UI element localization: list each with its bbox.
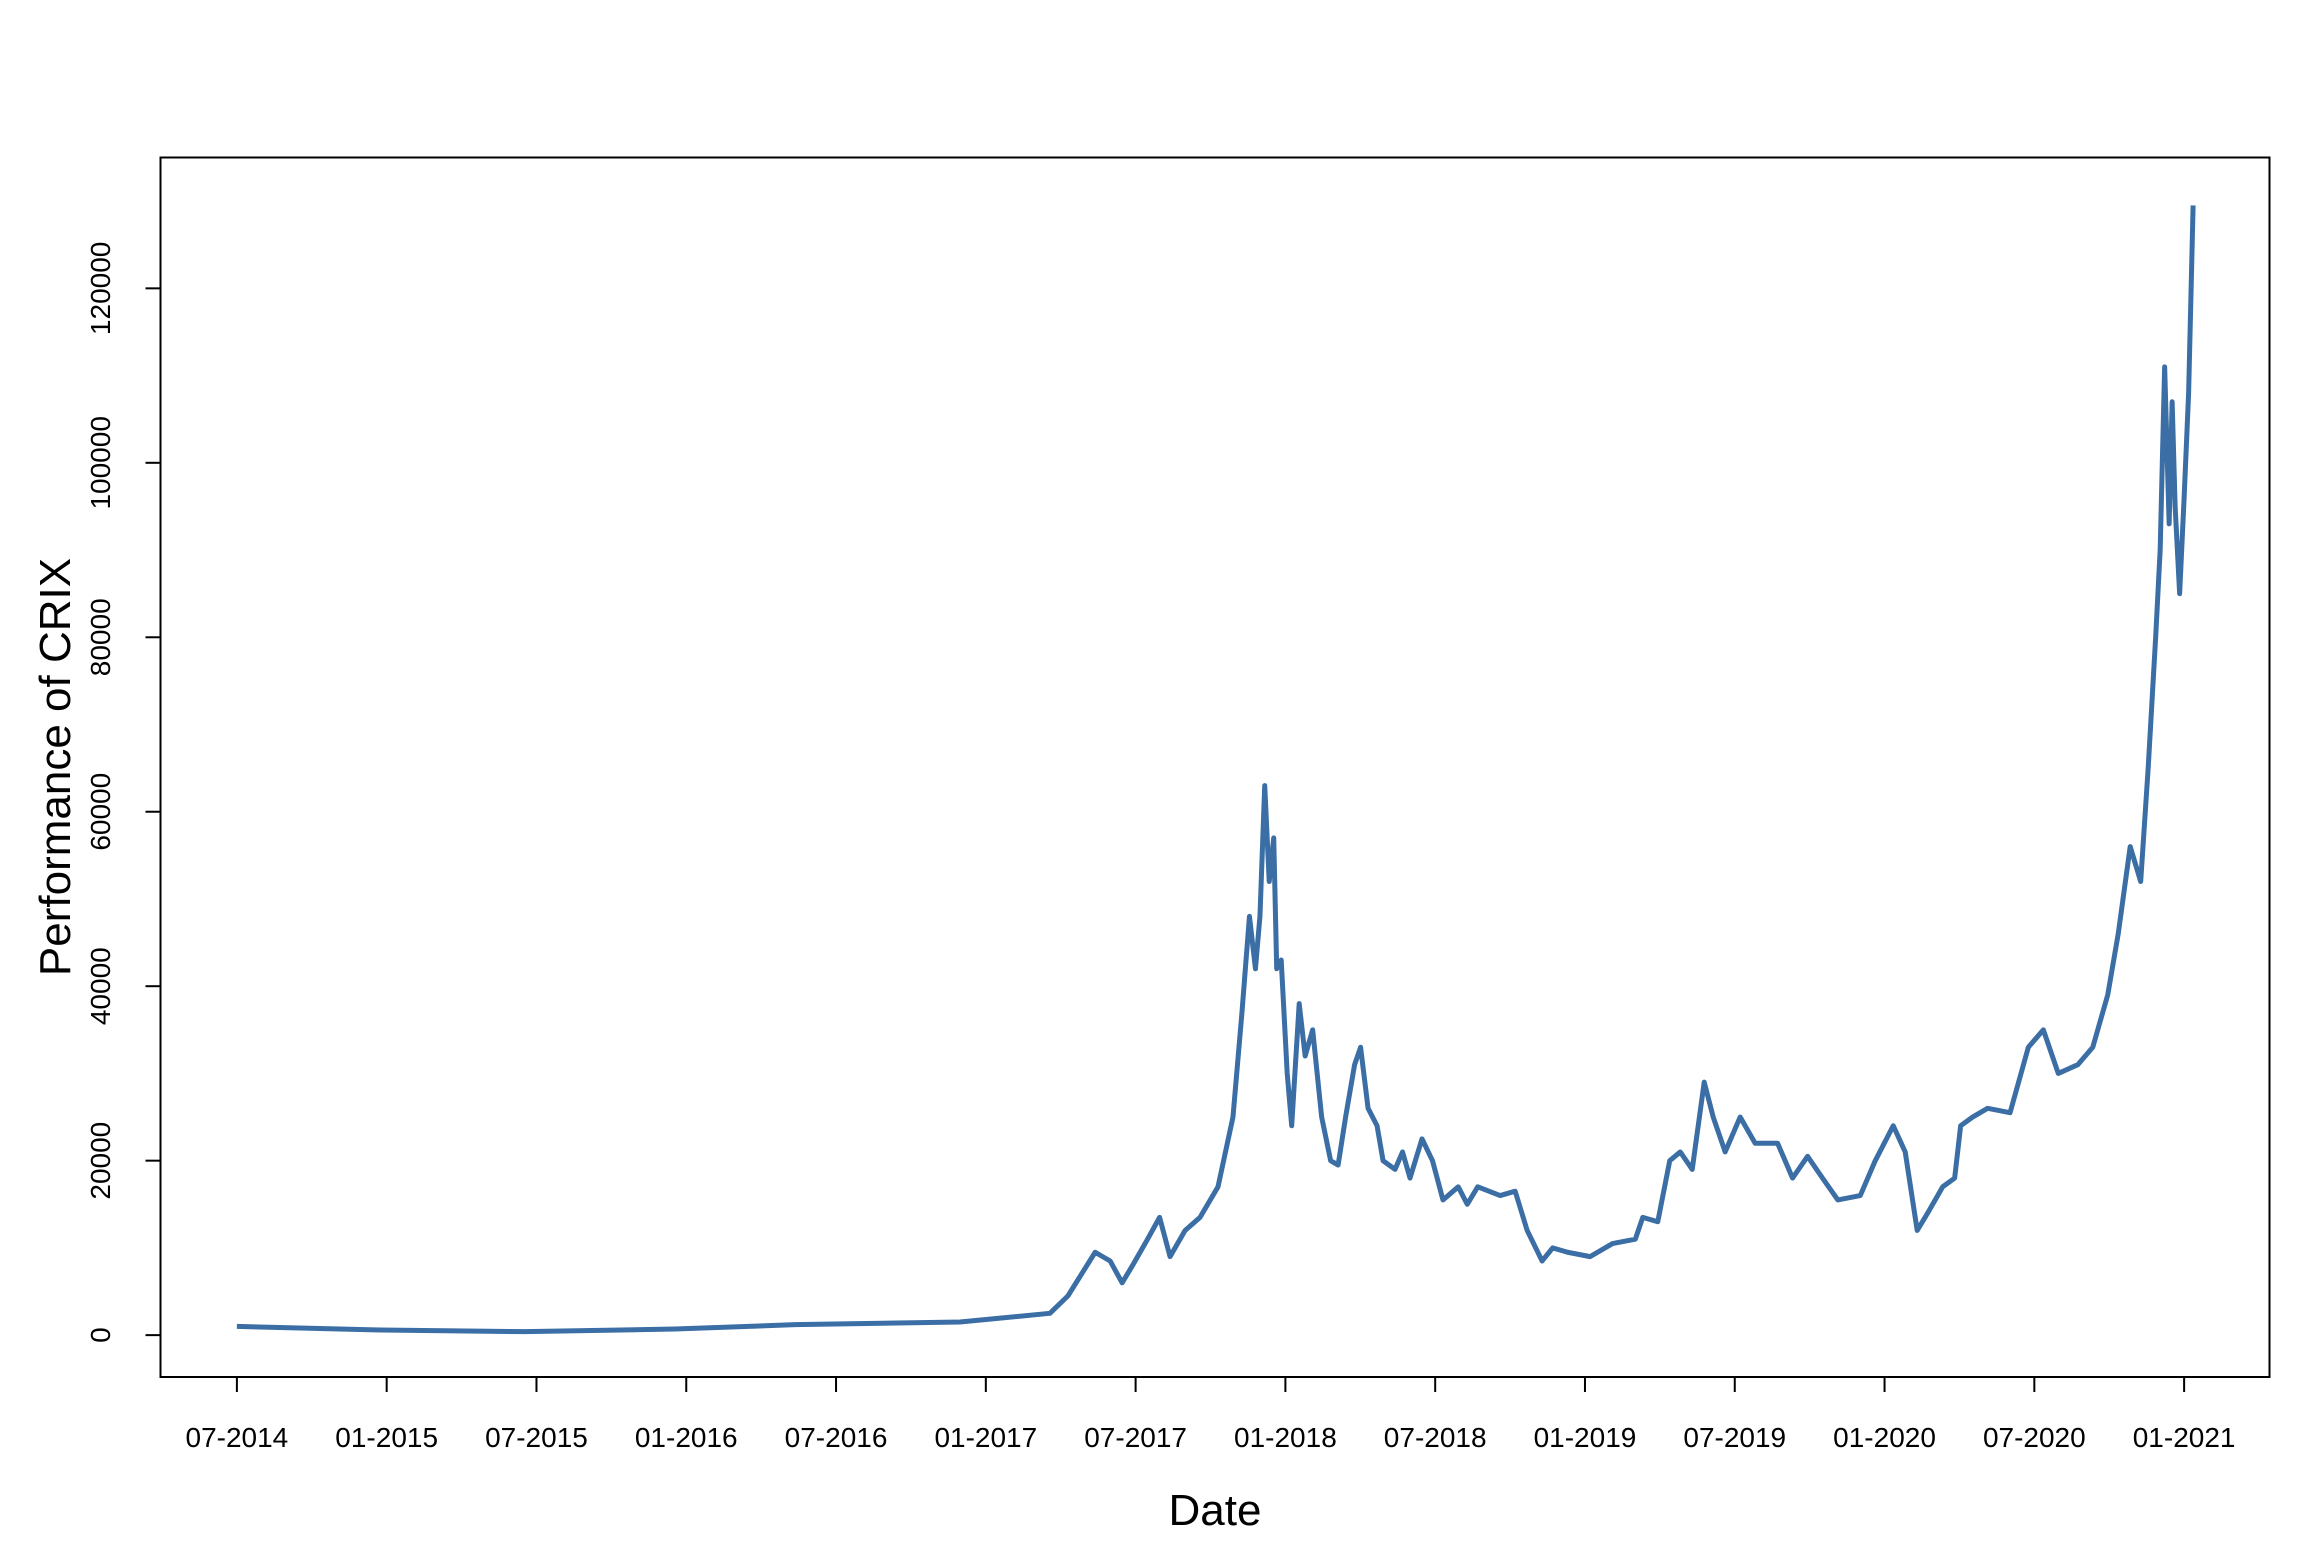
x-tick-label: 01-2017 xyxy=(934,1422,1037,1453)
x-tick-label: 07-2020 xyxy=(1983,1422,2086,1453)
x-tick-label: 07-2016 xyxy=(785,1422,888,1453)
x-tick-label: 07-2018 xyxy=(1384,1422,1487,1453)
y-tick-label: 20000 xyxy=(85,1122,116,1200)
x-tick-label: 01-2015 xyxy=(335,1422,438,1453)
y-axis-title: Performance of CRIX xyxy=(31,558,80,976)
x-tick-label: 01-2020 xyxy=(1833,1422,1936,1453)
x-tick-label: 01-2021 xyxy=(2133,1422,2236,1453)
y-tick-label: 40000 xyxy=(85,947,116,1025)
x-axis-title: Date xyxy=(1169,1486,1262,1535)
y-tick-label: 0 xyxy=(85,1327,116,1343)
y-tick-label: 120000 xyxy=(85,242,116,335)
x-tick-label: 07-2019 xyxy=(1683,1422,1786,1453)
x-tick-label: 07-2017 xyxy=(1084,1422,1187,1453)
y-tick-label: 100000 xyxy=(85,416,116,509)
series-line xyxy=(236,205,2196,1335)
y-tick-label: 60000 xyxy=(85,773,116,851)
x-tick-label: 01-2018 xyxy=(1234,1422,1337,1453)
x-tick-label: 01-2016 xyxy=(635,1422,738,1453)
y-tick-label: 80000 xyxy=(85,598,116,676)
x-tick-label: 07-2014 xyxy=(186,1422,289,1453)
x-tick-label: 01-2019 xyxy=(1534,1422,1637,1453)
x-tick-label: 07-2015 xyxy=(485,1422,588,1453)
